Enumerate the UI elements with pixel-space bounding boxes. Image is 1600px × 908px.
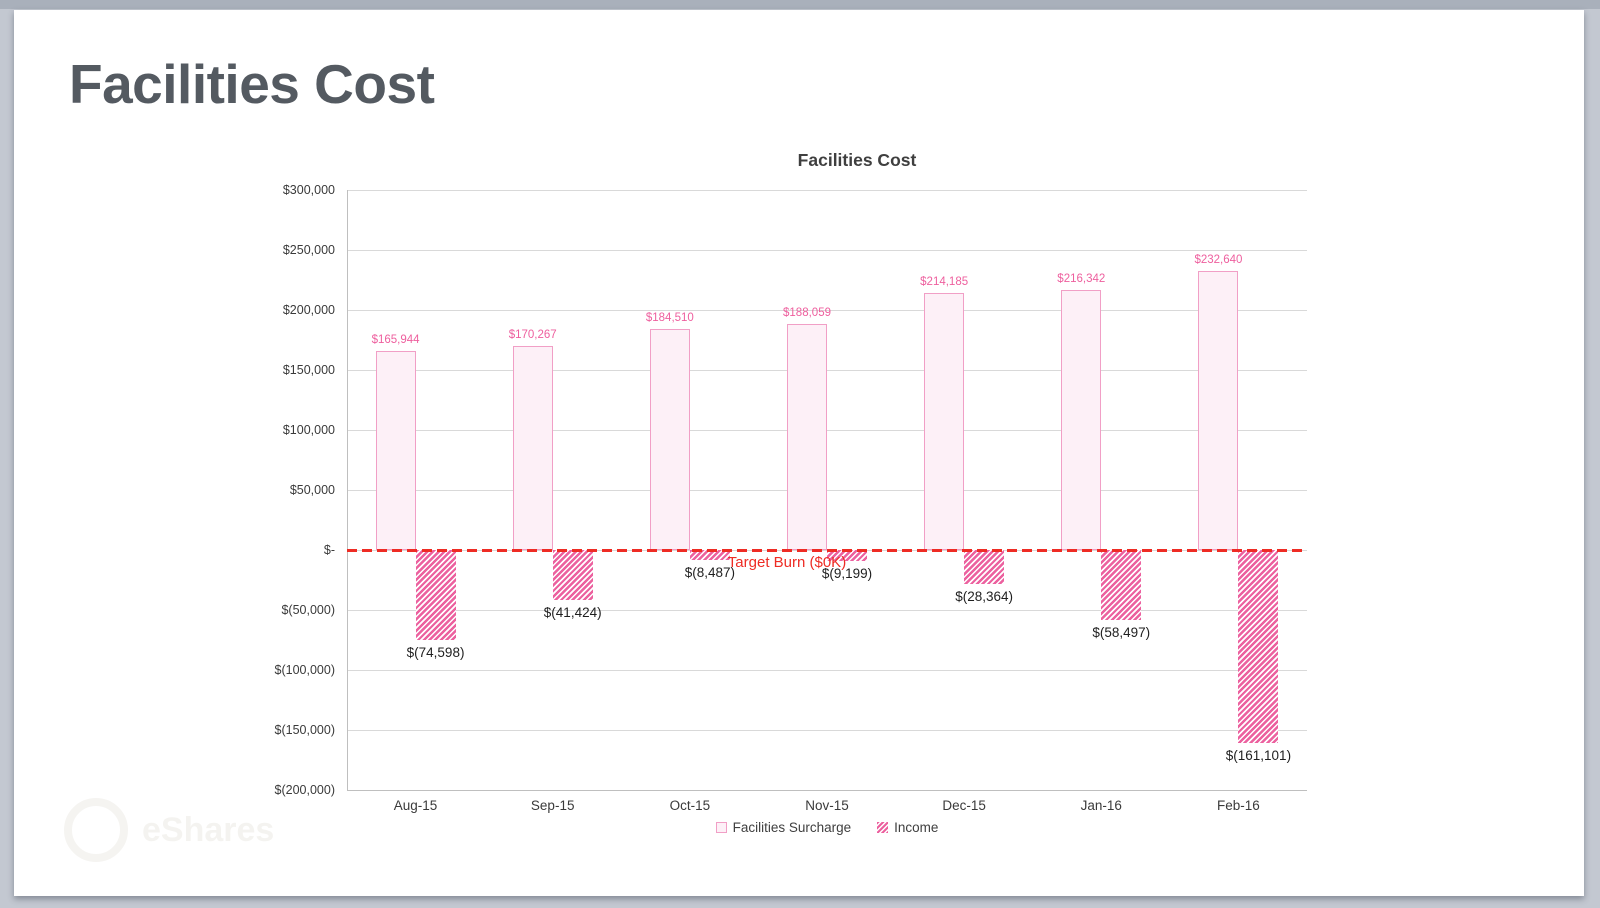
facilities-surcharge-value-label: $232,640 <box>1194 253 1243 266</box>
income-value-label: $(8,487) <box>684 565 735 581</box>
gridline <box>347 790 1307 791</box>
y-axis-tick-label: $300,000 <box>282 183 335 197</box>
legend-label: Facilities Surcharge <box>732 820 852 835</box>
slide: Facilities Cost Facilities Cost $300,000… <box>14 10 1584 896</box>
facilities-surcharge-bar <box>924 292 965 550</box>
y-axis-tick-label: $150,000 <box>282 363 335 377</box>
gridline <box>347 610 1307 611</box>
income-bar <box>1238 550 1279 744</box>
income-value-label: $(41,424) <box>543 604 602 620</box>
x-axis-tick-label: Feb-16 <box>1217 798 1260 813</box>
x-axis-tick-label: Dec-15 <box>942 798 986 813</box>
eshares-logo-icon <box>64 798 128 862</box>
target-burn-label: Target Burn ($0K) <box>727 554 847 571</box>
facilities-surcharge-value-label: $184,510 <box>645 311 694 324</box>
legend-item-income: Income <box>877 820 938 835</box>
gridline <box>347 490 1307 491</box>
gridline <box>347 670 1307 671</box>
income-bar <box>964 550 1005 585</box>
facilities-surcharge-bar <box>787 324 827 550</box>
window-top-edge <box>0 0 1600 9</box>
y-axis-tick-label: $250,000 <box>282 243 335 257</box>
x-axis-tick-label: Oct-15 <box>669 798 711 813</box>
y-axis-tick-label: $(200,000) <box>274 783 335 797</box>
income-bar <box>689 550 730 561</box>
gridline <box>347 250 1307 251</box>
y-axis-tick-label: $200,000 <box>282 303 335 317</box>
chart-title: Facilities Cost <box>797 150 917 170</box>
chart-legend: Facilities Surcharge Income <box>347 820 1307 835</box>
y-axis-tick-label: $(150,000) <box>274 723 335 737</box>
income-value-label: $(28,364) <box>955 589 1014 605</box>
y-axis-line <box>347 190 348 790</box>
x-axis-tick-label: Sep-15 <box>530 798 575 813</box>
income-value-label: $(58,497) <box>1092 625 1151 641</box>
income-value-label: $(74,598) <box>406 644 465 660</box>
y-axis-tick-label: $(50,000) <box>281 603 335 617</box>
y-axis-tick-label: $(100,000) <box>274 663 335 677</box>
facilities-surcharge-bar <box>512 345 553 550</box>
facilities-surcharge-value-label: $216,342 <box>1057 273 1106 286</box>
legend-label: Income <box>894 820 939 835</box>
facilities-surcharge-value-label: $170,267 <box>508 328 557 341</box>
x-axis-tick-label: Aug-15 <box>393 798 438 813</box>
facilities-surcharge-legend-swatch-icon <box>715 822 727 833</box>
x-axis-tick-label: Jan-16 <box>1080 798 1122 813</box>
gridline <box>347 370 1307 371</box>
facilities-surcharge-bar <box>375 350 416 550</box>
gridline <box>347 730 1307 731</box>
gridline <box>347 190 1307 191</box>
facilities-surcharge-value-label: $188,059 <box>783 307 831 320</box>
plot-area: $300,000 $250,000 $200,000 $150,000 $100,000… <box>275 183 1307 813</box>
facilities-surcharge-value-label: $165,944 <box>371 333 420 346</box>
gridline <box>347 430 1307 431</box>
income-legend-swatch-icon <box>877 822 889 833</box>
x-axis-tick-label: Nov-15 <box>805 798 849 813</box>
legend-item-facilities-surcharge: Facilities Surcharge <box>715 820 852 835</box>
facilities-surcharge-bar <box>1198 270 1239 550</box>
facilities-surcharge-value-label: $214,185 <box>920 275 969 288</box>
income-bar <box>552 550 593 600</box>
facilities-surcharge-bar <box>1061 290 1102 550</box>
target-burn-line <box>347 548 1307 552</box>
y-axis-tick-label: $50,000 <box>289 483 335 497</box>
gridline <box>347 310 1307 311</box>
income-value-label: $(9,199) <box>821 566 873 582</box>
watermark: eShares <box>64 798 274 862</box>
y-axis-tick-label: $- <box>323 543 335 557</box>
watermark-text: eShares <box>142 810 275 849</box>
income-bar <box>827 550 867 562</box>
income-value-label: $(161,101) <box>1225 748 1292 764</box>
income-bar <box>415 550 456 640</box>
y-axis-tick-label: $100,000 <box>282 423 335 437</box>
income-bar <box>1101 550 1142 621</box>
facilities-surcharge-bar <box>649 328 690 550</box>
slide-title: Facilities Cost <box>69 53 435 115</box>
